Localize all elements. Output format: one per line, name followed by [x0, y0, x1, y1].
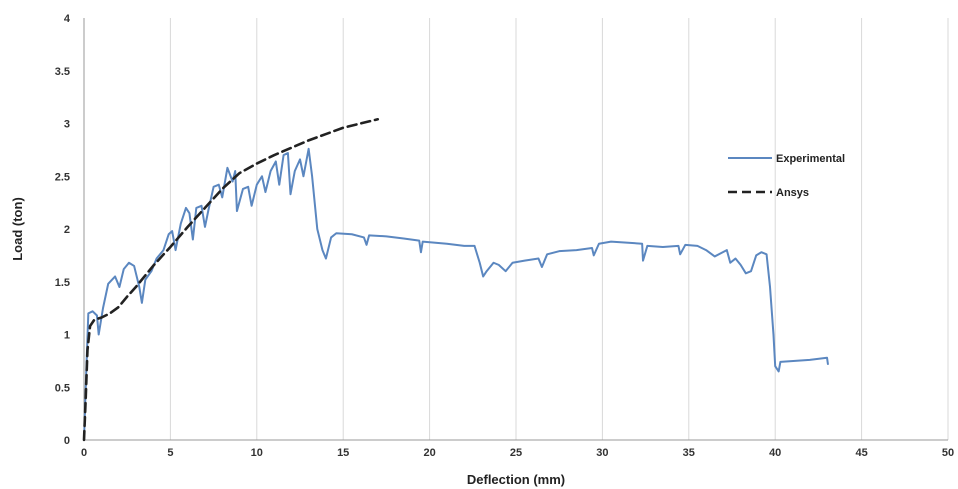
series-line-experimental — [83, 147, 829, 441]
legend-label: Ansys — [776, 187, 809, 199]
x-tick-label: 5 — [167, 447, 173, 459]
y-tick-label: 1.5 — [55, 277, 70, 289]
x-tick-label: 10 — [251, 447, 263, 459]
y-tick-label: 2.5 — [55, 171, 70, 183]
x-tick-label: 15 — [337, 447, 349, 459]
x-tick-label: 45 — [855, 447, 867, 459]
x-tick-label: 35 — [683, 447, 695, 459]
y-tick-label: 2 — [64, 224, 70, 236]
x-tick-label: 50 — [942, 447, 954, 459]
y-tick-labels: 0 0.5 1 1.5 2 2.5 3 3.5 4 — [55, 13, 71, 447]
x-axis-title: Deflection (mm) — [467, 472, 565, 487]
x-tick-label: 30 — [596, 447, 608, 459]
y-tick-label: 3 — [64, 119, 70, 131]
x-tick-label: 0 — [81, 447, 87, 459]
axes — [83, 18, 948, 441]
y-tick-label: 0.5 — [55, 382, 70, 394]
x-tick-label: 40 — [769, 447, 781, 459]
x-tick-label: 20 — [423, 447, 435, 459]
x-tick-labels: 0 5 10 15 20 25 30 35 40 45 50 — [81, 447, 954, 459]
y-tick-label: 1 — [64, 330, 70, 342]
y-axis-title: Load (ton) — [10, 197, 25, 261]
series — [82, 117, 829, 442]
legend-label: Experimental — [776, 153, 845, 165]
legend: Experimental Ansys — [728, 153, 845, 199]
series-line-ansys — [82, 117, 380, 442]
x-tick-label: 25 — [510, 447, 522, 459]
y-tick-label: 3.5 — [55, 66, 70, 78]
gridlines — [169, 18, 949, 440]
y-tick-label: 0 — [64, 435, 70, 447]
y-tick-label: 4 — [64, 13, 71, 25]
